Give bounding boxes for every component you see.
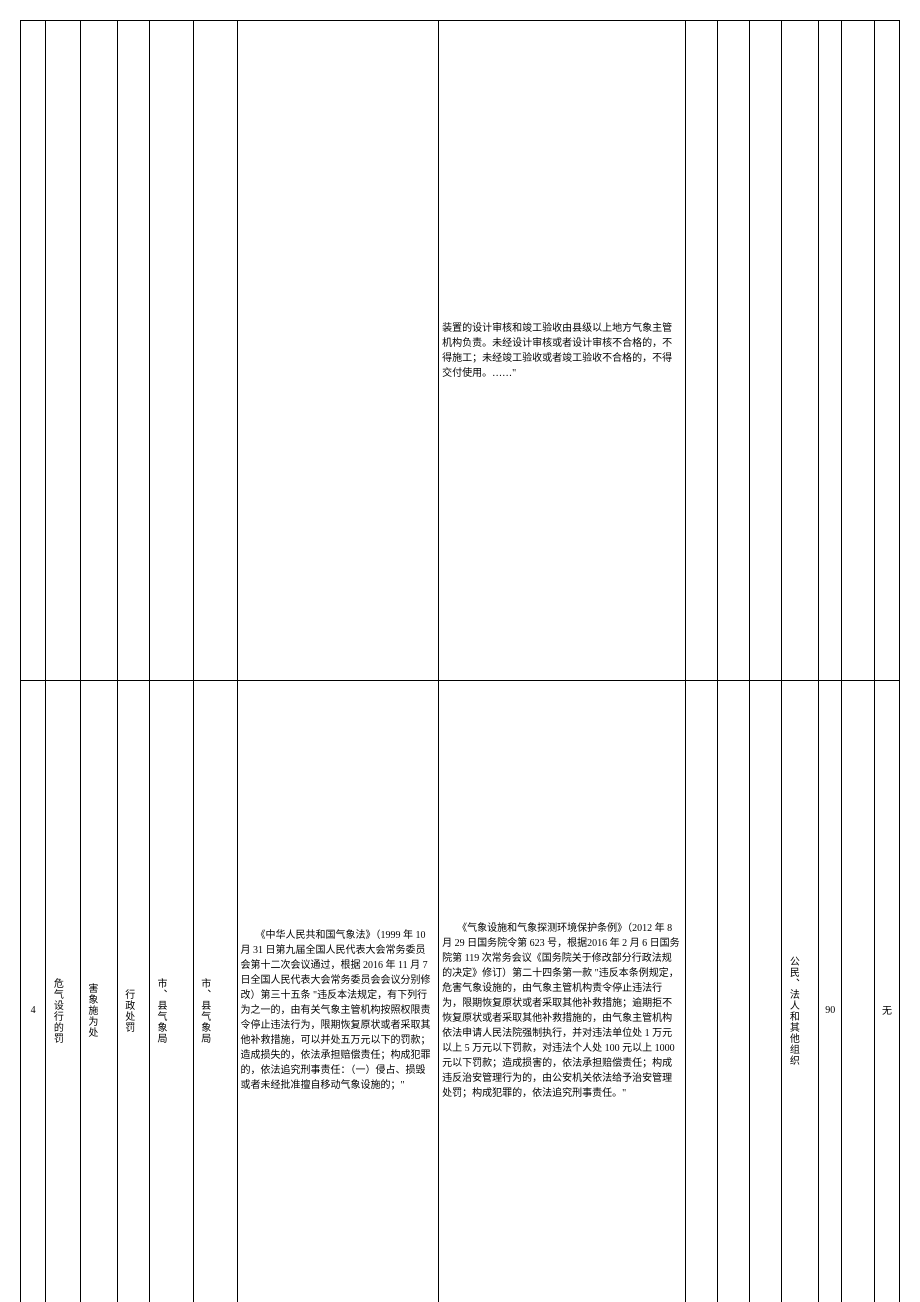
cell-idx (21, 21, 46, 681)
cell-v6 (782, 21, 819, 681)
regulation-table: 装置的设计审核和竣工验收由县级以上地方气象主管机构负责。未经设计审核或者设计审核… (20, 20, 900, 1302)
cell-v4 (150, 21, 194, 681)
cell-v5: 市、县气象局 (193, 681, 237, 1302)
cell-v2 (80, 21, 117, 681)
cell-e2 (717, 21, 749, 681)
cell-v1: 危气设行的罚 (46, 681, 81, 1302)
cell-v3: 行政处罚 (117, 681, 149, 1302)
cell-v5 (193, 21, 237, 681)
cell-e4 (842, 21, 874, 681)
cell-v7: 无 (874, 681, 899, 1302)
cell-law1: 《中华人民共和国气象法》（1999 年 10 月 31 日第九届全国人民代表大会… (237, 681, 439, 1302)
cell-v7 (874, 21, 899, 681)
table-row: 装置的设计审核和竣工验收由县级以上地方气象主管机构负责。未经设计审核或者设计审核… (21, 21, 900, 681)
cell-v4: 市、县气象局 (150, 681, 194, 1302)
cell-v1 (46, 21, 81, 681)
cell-e3 (750, 681, 782, 1302)
cell-v2: 害象施为处 (80, 681, 117, 1302)
cell-law2: 装置的设计审核和竣工验收由县级以上地方气象主管机构负责。未经设计审核或者设计审核… (439, 21, 686, 681)
table-row: 4 危气设行的罚 害象施为处 行政处罚 市、县气象局 市、县气象局 《中华人民共… (21, 681, 900, 1302)
cell-num (819, 21, 842, 681)
cell-num: 90 (819, 681, 842, 1302)
cell-law1 (237, 21, 439, 681)
cell-e1 (685, 681, 717, 1302)
cell-e1 (685, 21, 717, 681)
cell-e2 (717, 681, 749, 1302)
cell-idx: 4 (21, 681, 46, 1302)
cell-law2: 《气象设施和气象探测环境保护条例》（2012 年 8 月 29 日国务院令第 6… (439, 681, 686, 1302)
table-body: 装置的设计审核和竣工验收由县级以上地方气象主管机构负责。未经设计审核或者设计审核… (21, 21, 900, 1302)
cell-e4 (842, 681, 874, 1302)
cell-v3 (117, 21, 149, 681)
cell-e3 (750, 21, 782, 681)
cell-v6: 公民、法人和其他组织 (782, 681, 819, 1302)
